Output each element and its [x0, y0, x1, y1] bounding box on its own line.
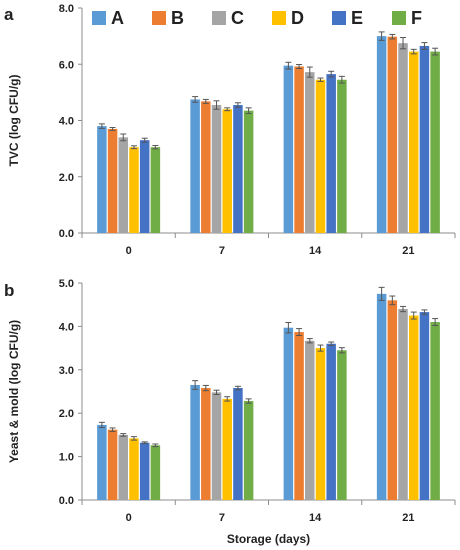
- legend-label-a: A: [111, 8, 124, 28]
- bar-f: [430, 322, 440, 500]
- y-axis-label: Yeast & mold (log CFU/g): [7, 320, 21, 463]
- legend-label-b: B: [171, 8, 184, 28]
- bar-b: [107, 429, 118, 500]
- bar-b: [107, 128, 118, 233]
- x-tick-label: 7: [219, 512, 225, 524]
- legend-label-e: E: [351, 8, 363, 28]
- bar-f: [243, 110, 254, 233]
- bar-f: [337, 79, 347, 233]
- bar-e: [326, 343, 336, 500]
- x-axis-label: Storage (days): [227, 532, 310, 546]
- bar-d: [315, 79, 326, 233]
- y-tick-label: 5.0: [59, 278, 74, 290]
- y-tick-label: 3.0: [59, 365, 74, 377]
- x-tick-label: 14: [309, 245, 322, 257]
- bar-a: [97, 126, 107, 233]
- y-tick-label: 2.0: [59, 172, 74, 184]
- bar-d: [408, 51, 419, 233]
- bar-b: [294, 66, 304, 233]
- panel-b-chart: 0.0 1.0 2.0 3.0 4.0 5.0 0 7 14 21 b Yeast & mold (l…: [4, 278, 456, 546]
- bar-f: [243, 401, 254, 500]
- x-tick-label: 0: [126, 245, 132, 257]
- bar-a: [190, 384, 200, 500]
- bar-b: [294, 332, 304, 500]
- y-tick-label: 4.0: [59, 116, 74, 128]
- bar-f: [150, 147, 161, 233]
- bar-e: [326, 74, 336, 233]
- panel-a-chart: 0.0 2.0 4.0 6.0 8.0 0 7 14 21 a TVC (log CFU/g): [4, 3, 456, 257]
- bar-c: [211, 105, 222, 233]
- bar-a: [283, 65, 294, 233]
- x-tick-label: 0: [126, 512, 132, 524]
- bar-b: [387, 36, 398, 233]
- bar-c: [118, 137, 129, 233]
- bar-c: [211, 392, 222, 500]
- legend-swatch-d: [272, 11, 286, 25]
- bar-e: [233, 388, 243, 500]
- bar-e: [139, 140, 150, 233]
- bar-d: [222, 109, 232, 233]
- bar-c: [398, 309, 408, 500]
- y-tick-label: 1.0: [59, 452, 74, 464]
- y-tick-label: 6.0: [59, 59, 74, 71]
- bar-c: [305, 340, 315, 500]
- bar-c: [305, 72, 315, 233]
- bar-e: [419, 312, 430, 500]
- legend-label-d: D: [291, 8, 304, 28]
- y-axis-label: TVC (log CFU/g): [7, 75, 21, 167]
- bar-a: [190, 99, 200, 233]
- x-tick-label: 14: [309, 512, 322, 524]
- panel-label: a: [4, 5, 14, 24]
- legend-swatch-c: [212, 11, 226, 25]
- bar-d: [222, 398, 232, 500]
- x-tick-label: 21: [402, 512, 414, 524]
- bar-b: [387, 300, 398, 500]
- bar-c: [398, 43, 408, 233]
- legend-swatch-a: [92, 11, 106, 25]
- y-tick-label: 0.0: [59, 495, 74, 507]
- bar-d: [129, 438, 139, 500]
- bar-e: [419, 45, 430, 233]
- legend-label-c: C: [231, 8, 244, 28]
- bar-f: [337, 350, 347, 500]
- bar-a: [376, 36, 387, 233]
- legend-label-f: F: [411, 8, 422, 28]
- y-tick-label: 2.0: [59, 408, 74, 420]
- legend-swatch-f: [392, 11, 406, 25]
- legend-swatch-b: [152, 11, 166, 25]
- x-tick-label: 21: [402, 245, 414, 257]
- bar-b: [201, 388, 211, 500]
- legend-swatch-e: [332, 11, 346, 25]
- bar-e: [233, 105, 243, 233]
- panel-label: b: [4, 281, 14, 300]
- bar-a: [97, 424, 107, 500]
- bar-d: [129, 147, 139, 233]
- x-tick-label: 7: [219, 245, 225, 257]
- y-tick-label: 0.0: [59, 228, 74, 240]
- bar-f: [150, 445, 161, 500]
- y-tick-label: 4.0: [59, 321, 74, 333]
- bar-c: [118, 434, 129, 500]
- bar-a: [376, 293, 387, 500]
- bar-b: [201, 101, 211, 233]
- bar-d: [408, 315, 419, 500]
- bar-f: [430, 51, 440, 233]
- bar-a: [283, 327, 294, 500]
- bar-e: [139, 442, 150, 500]
- bar-d: [315, 348, 326, 500]
- legend: A B C D E F: [92, 8, 422, 28]
- y-tick-label: 8.0: [59, 3, 74, 15]
